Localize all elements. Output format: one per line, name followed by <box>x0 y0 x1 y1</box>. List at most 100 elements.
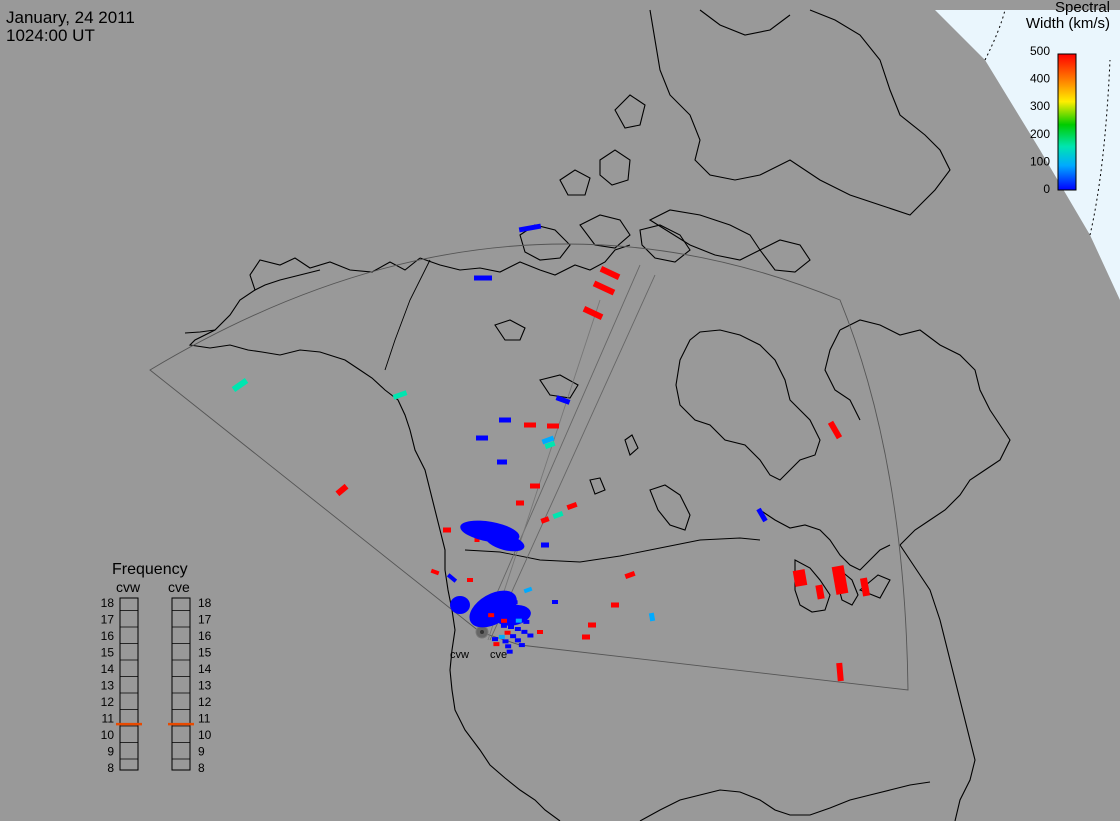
echo-cell <box>544 440 556 450</box>
echo-cell <box>508 625 514 629</box>
echo-cell <box>592 280 616 296</box>
echo-cell <box>467 578 473 582</box>
freq-tick-label-cve: 14 <box>198 662 212 676</box>
colorbar-title-line1: Spectral <box>1054 0 1110 16</box>
freq-tick-label-cvw: 14 <box>101 662 115 676</box>
freq-box-cve <box>171 597 191 771</box>
freq-tick-label-cve: 12 <box>198 695 212 709</box>
freq-tick-label-cvw: 8 <box>107 761 114 775</box>
freq-tick-label-cvw: 10 <box>101 728 115 742</box>
echo-cell <box>476 435 488 441</box>
freq-tick-label-cvw: 16 <box>101 629 115 643</box>
echo-cell <box>443 527 451 533</box>
echo-cell <box>498 634 505 639</box>
echo-cell <box>541 435 555 445</box>
spectral-width-colorbar: 500 400 300 200 100 0 <box>1030 44 1077 196</box>
echo-cluster <box>450 596 470 614</box>
echo-cell <box>527 633 534 638</box>
echo-cell <box>500 623 507 628</box>
echo-cell <box>582 306 604 320</box>
echo-cell <box>756 507 768 523</box>
freq-tick-label-cve: 11 <box>198 712 211 726</box>
echo-cell <box>518 643 525 648</box>
echo-cell <box>492 637 498 642</box>
echo-cell <box>518 223 542 233</box>
radar-label-cve: cve <box>490 649 507 661</box>
echo-cell <box>511 600 518 605</box>
echo-cell <box>515 618 522 623</box>
frequency-panel: 18 18 17 17 16 16 15 15 14 14 13 13 12 12 11 11 10 10 9 9 8 8 <box>101 596 212 775</box>
freq-tick-label-cve: 17 <box>198 613 212 627</box>
echo-cell <box>510 634 517 639</box>
freq-tick-label-cve: 15 <box>198 646 212 660</box>
echo-cells <box>231 223 871 682</box>
echo-cell <box>547 423 559 429</box>
echo-cell <box>492 609 499 614</box>
echo-cluster <box>485 532 525 552</box>
echo-cell <box>540 516 550 524</box>
echo-cell <box>523 586 533 594</box>
echo-cell <box>474 275 492 281</box>
echo-cell <box>541 542 549 548</box>
echo-cell <box>514 638 521 643</box>
terminator-dotted <box>984 9 1111 236</box>
echo-cell <box>792 569 808 587</box>
colorbar-title: Spectral Width (km/s) <box>1000 0 1110 32</box>
echo-cell <box>516 500 524 506</box>
echo-cell <box>520 609 527 614</box>
radar-label-cvw: cvw <box>450 649 469 661</box>
echo-cell <box>430 568 440 576</box>
freq-tick-label-cvw: 11 <box>102 712 115 726</box>
freq-tick-label-cve: 13 <box>198 679 212 693</box>
echo-cell <box>446 573 458 583</box>
colorbar-title-line2: Width (km/s) <box>1025 15 1110 32</box>
echo-cell <box>488 613 495 618</box>
freq-label-cve: cve <box>168 579 190 595</box>
day-side-region <box>935 10 1120 300</box>
freq-tick-label-cvw: 18 <box>101 596 115 610</box>
freq-title: Frequency <box>112 561 188 578</box>
echo-cell <box>498 613 505 618</box>
freq-tick-label-cvw: 9 <box>107 745 114 759</box>
echo-cell <box>506 649 513 654</box>
freq-tick-label-cve: 18 <box>198 596 212 610</box>
colorbar-tick-label: 0 <box>1043 182 1050 196</box>
coastlines <box>184 9 1011 821</box>
freq-tick-label-cvw: 12 <box>101 695 115 709</box>
freq-box-cvw <box>119 597 139 771</box>
freq-tick-label-cvw: 17 <box>101 613 115 627</box>
colorbar-tick-label: 500 <box>1030 44 1050 58</box>
date-label: January, 24 2011 <box>6 8 135 27</box>
echo-cell <box>392 390 408 400</box>
echo-cell <box>493 642 500 647</box>
echo-cell <box>512 610 519 615</box>
echo-cell <box>504 602 511 607</box>
echo-cell <box>831 565 849 595</box>
echo-cell <box>521 629 528 634</box>
time-label: 1024:00 UT <box>6 26 95 45</box>
radar-fov <box>149 243 909 691</box>
echo-cell <box>836 662 844 682</box>
echo-cell <box>537 630 543 634</box>
echo-cell <box>582 634 590 640</box>
echo-cell <box>588 622 596 628</box>
echo-cell <box>815 584 825 600</box>
echo-cell <box>624 570 636 580</box>
echo-cell <box>599 266 621 280</box>
echo-cell <box>508 618 515 623</box>
colorbar-tick-label: 200 <box>1030 127 1050 141</box>
echo-cell <box>611 602 619 608</box>
echo-cell <box>499 417 511 423</box>
echo-cell <box>498 605 504 610</box>
echo-cell <box>523 619 530 624</box>
freq-label-cvw: cvw <box>116 579 141 595</box>
colorbar-tick-label: 100 <box>1030 154 1050 168</box>
echo-cell <box>502 639 509 644</box>
echo-cell <box>827 420 843 440</box>
echo-cell <box>566 501 578 511</box>
colorbar-tick-label: 300 <box>1030 99 1050 113</box>
freq-tick-label-cve: 9 <box>198 745 205 759</box>
freq-tick-label-cvw: 13 <box>101 679 115 693</box>
